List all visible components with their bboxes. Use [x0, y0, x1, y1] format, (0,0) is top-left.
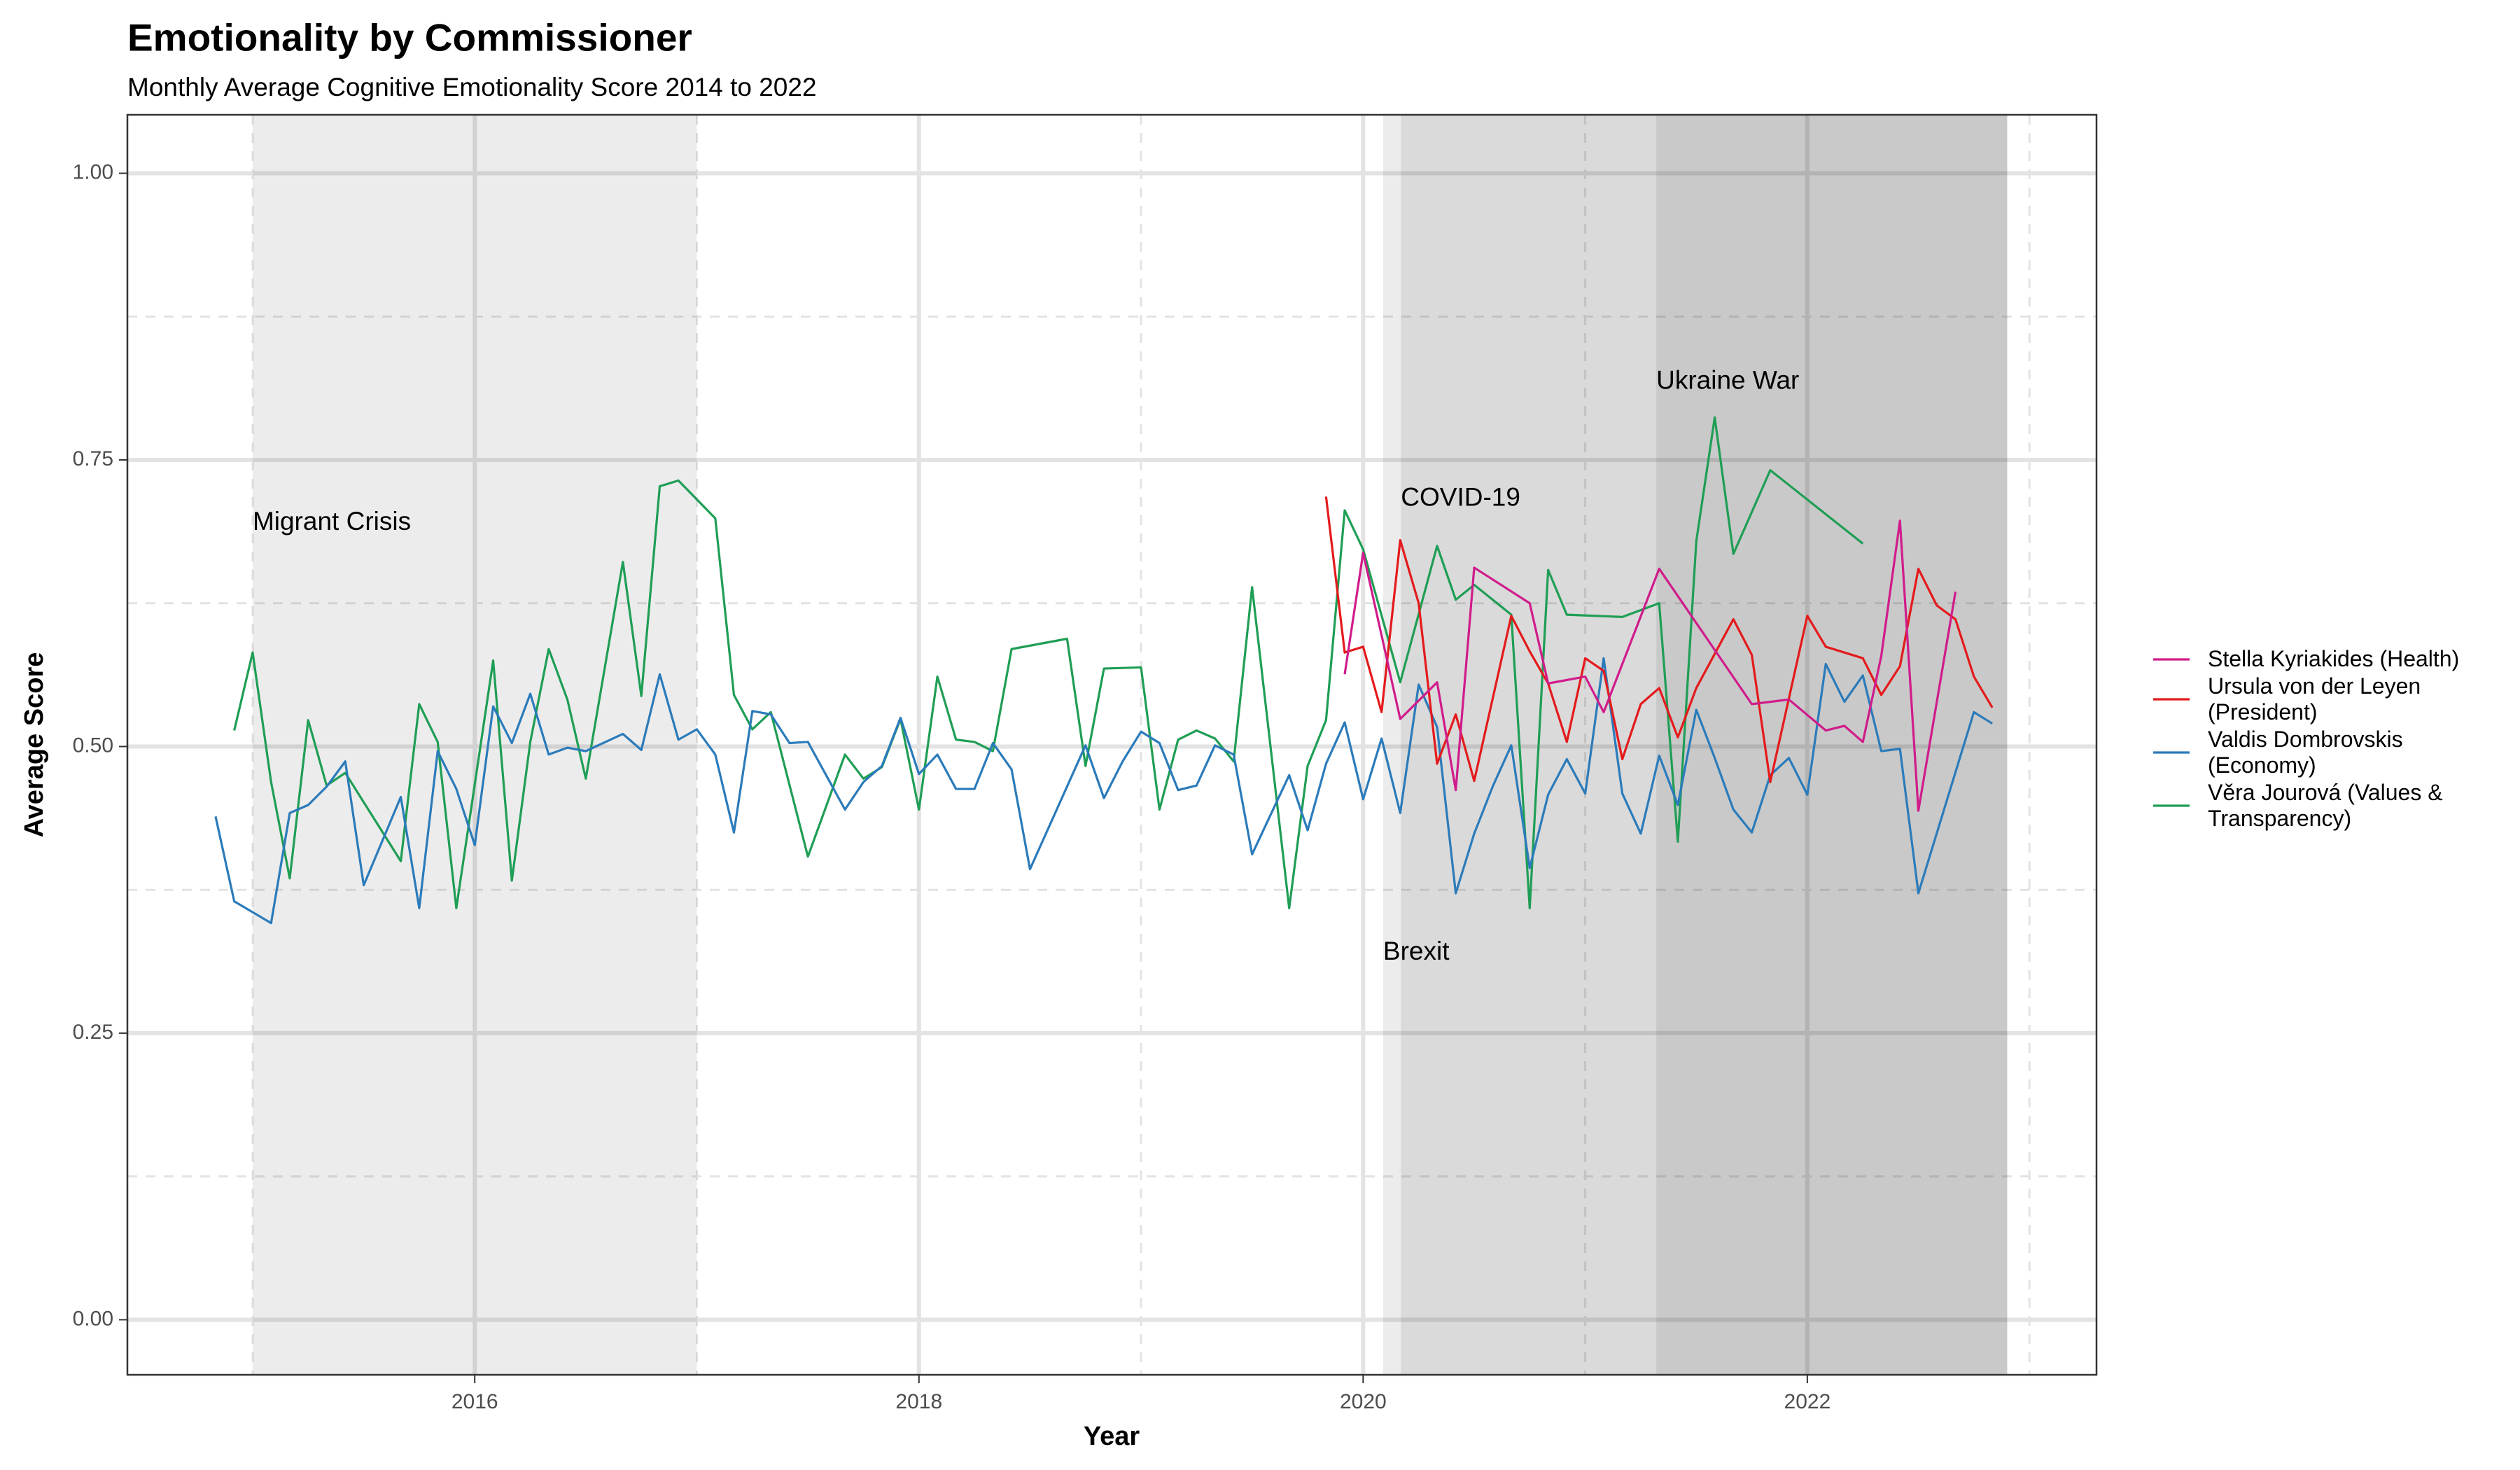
x-tick-label: 2020	[1340, 1390, 1387, 1413]
legend-label: Ursula von der Leyen (President)	[2208, 673, 2421, 724]
annotation: Ukraine War	[1656, 365, 1799, 394]
legend: Stella Kyriakides (Health) Ursula von der…	[2153, 646, 2468, 833]
y-tick-label: 0.75	[73, 447, 113, 470]
y-tick-label: 0.25	[73, 1021, 113, 1044]
y-axis-label: Average Score	[20, 652, 49, 838]
series-line	[233, 416, 1864, 909]
series-line	[214, 657, 1994, 925]
legend-entry: Ursula von der Leyen (President)	[2153, 673, 2468, 725]
shaded-region	[1382, 115, 2008, 1375]
legend-label: Valdis Dombrovskis (Economy)	[2208, 727, 2403, 778]
annotation: Brexit	[1383, 937, 1450, 965]
y-tick-label: 0.50	[73, 734, 113, 757]
x-tick-label: 2022	[1784, 1390, 1831, 1413]
annotation: COVID-19	[1401, 482, 1520, 511]
series-line	[1324, 496, 1994, 783]
legend-entry: Věra Jourová (Values & Transparency)	[2153, 780, 2468, 832]
legend-label: Stella Kyriakides (Health)	[2208, 646, 2460, 671]
shaded-region	[1656, 115, 2008, 1375]
chart-subtitle: Monthly Average Cognitive Emotionality S…	[127, 73, 817, 102]
legend-key	[2153, 751, 2190, 754]
legend-key	[2153, 657, 2190, 661]
annotation: Migrant Crisis	[253, 507, 411, 536]
shaded-region	[1401, 115, 2008, 1375]
x-tick-label: 2016	[451, 1390, 498, 1413]
y-tick-label: 1.00	[73, 160, 113, 183]
series-line	[1343, 519, 1957, 812]
x-axis-label: Year	[1084, 1422, 1140, 1451]
panel-border	[126, 113, 2098, 1376]
legend-key	[2153, 804, 2190, 807]
legend-key	[2153, 698, 2190, 701]
shaded-region	[252, 115, 697, 1375]
y-tick-label: 0.00	[73, 1307, 113, 1330]
legend-label: Věra Jourová (Values & Transparency)	[2208, 780, 2443, 831]
legend-entry: Valdis Dombrovskis (Economy)	[2153, 727, 2468, 778]
legend-entry: Stella Kyriakides (Health)	[2153, 646, 2468, 672]
chart-title: Emotionality by Commissioner	[127, 16, 692, 59]
x-tick-label: 2018	[895, 1390, 942, 1413]
